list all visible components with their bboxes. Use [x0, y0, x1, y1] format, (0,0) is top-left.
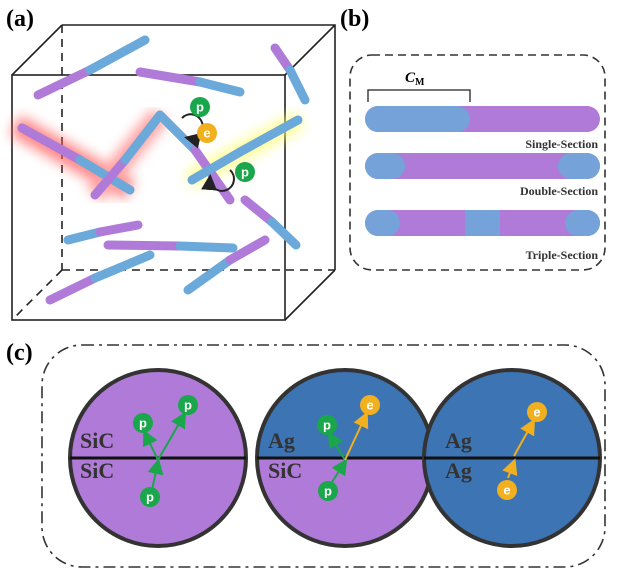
- arrows: [327, 411, 369, 483]
- particle-label: e: [503, 483, 510, 498]
- material-bottom: SiC: [80, 458, 114, 483]
- proton: [235, 162, 255, 182]
- material-bottom: Ag: [445, 458, 472, 483]
- proton: [317, 415, 337, 435]
- rod: [365, 153, 600, 179]
- half-top: [70, 370, 246, 458]
- dimension-bracket: [367, 89, 471, 102]
- panel-b: (b) CM Single-Section Double-Section Tri…: [340, 6, 606, 271]
- particle-label: p: [323, 418, 331, 433]
- dimension-symbol: C: [405, 70, 416, 86]
- rod-section: [365, 210, 400, 236]
- rods: [17, 35, 310, 305]
- panel-label: (c): [6, 340, 33, 366]
- electron: [197, 123, 217, 143]
- electron: [497, 480, 517, 500]
- spin-arrow: [181, 113, 204, 149]
- particle-label: e: [366, 398, 373, 413]
- rod-section: [365, 106, 470, 132]
- material-bottom: SiC: [268, 458, 302, 483]
- panel-label: (b): [340, 6, 369, 32]
- particle-label: p: [146, 490, 154, 505]
- arrows: [502, 418, 535, 479]
- proton: [318, 481, 338, 501]
- frame: [349, 54, 606, 271]
- particle-label: p: [184, 398, 192, 413]
- material-top: SiC: [80, 428, 114, 453]
- rod-section: [565, 210, 600, 236]
- proton: [178, 395, 198, 415]
- half-bottom: [257, 458, 433, 546]
- panel-label: (a): [6, 6, 34, 32]
- rod-label: Triple-Section: [526, 248, 599, 262]
- particle-label: p: [241, 165, 249, 180]
- dimension-label: CM: [405, 70, 425, 88]
- rod-section: [558, 153, 600, 179]
- rod-section: [465, 210, 500, 236]
- material-top: Ag: [268, 428, 295, 453]
- material-top: Ag: [445, 428, 472, 453]
- proton: [190, 97, 210, 117]
- rod-label: Single-Section: [525, 137, 598, 151]
- particle-label: e: [203, 126, 210, 141]
- particle-label: p: [139, 416, 147, 431]
- electron: [527, 402, 547, 422]
- arrows: [142, 411, 187, 491]
- particle-label: e: [533, 405, 540, 420]
- spin-arrow: [201, 169, 235, 192]
- panel-a: (a) p e: [6, 6, 336, 321]
- rod-section: [365, 153, 405, 179]
- proton: [140, 487, 160, 507]
- dimension-subscript: M: [415, 77, 425, 88]
- glow-path: [9, 108, 305, 202]
- particle-label: p: [324, 484, 332, 499]
- frame: [41, 344, 606, 568]
- particle-label: p: [196, 100, 204, 115]
- half-top: [257, 370, 433, 458]
- rod-label: Double-Section: [520, 184, 598, 198]
- electron: [360, 395, 380, 415]
- proton: [133, 413, 153, 433]
- panel-c: (c) SiC SiC p p p Ag SiC p: [6, 340, 606, 568]
